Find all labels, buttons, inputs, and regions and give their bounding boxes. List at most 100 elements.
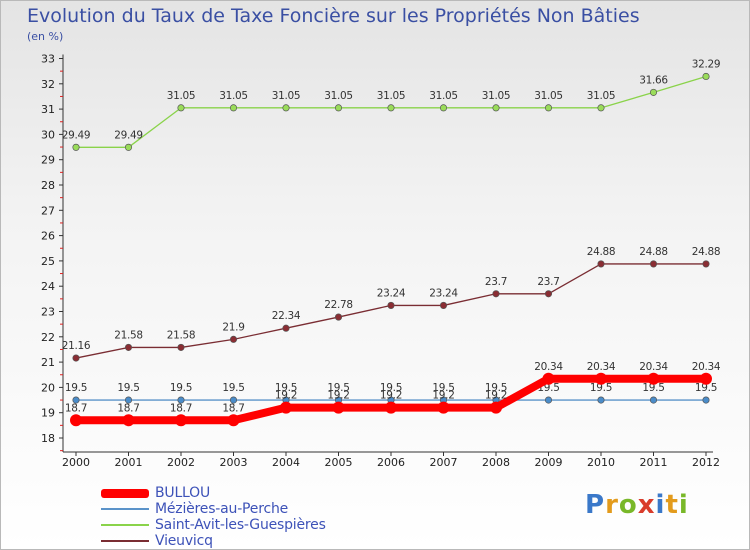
data-point	[332, 401, 345, 414]
data-point	[70, 414, 82, 427]
data-label: 23.24	[429, 287, 458, 299]
x-tick-label: 2000	[62, 456, 90, 469]
data-label: 19.5	[432, 382, 454, 394]
data-point	[544, 396, 553, 404]
y-tick-label: 19	[41, 407, 55, 420]
data-label: 31.05	[587, 90, 616, 102]
data-point	[72, 143, 80, 151]
data-label: 31.05	[534, 90, 563, 102]
data-point	[177, 343, 185, 351]
data-label: 21.16	[62, 340, 91, 352]
data-label: 19.5	[327, 382, 349, 394]
logo-letter: i	[655, 490, 666, 520]
data-point	[492, 290, 500, 298]
data-label: 19.2	[327, 390, 349, 402]
data-label: 22.34	[272, 310, 301, 322]
data-label: 24.88	[587, 246, 616, 258]
data-label: 20.34	[692, 361, 721, 373]
data-point	[124, 343, 133, 351]
legend-label: Mézières-au-Perche	[155, 501, 289, 517]
logo-letter: o	[618, 490, 638, 520]
y-tick-label: 23	[41, 306, 55, 319]
data-label: 23.7	[537, 276, 559, 288]
data-point	[702, 260, 710, 268]
data-label: 20.34	[534, 361, 563, 373]
logo-letter: P	[585, 490, 606, 520]
data-point	[177, 104, 185, 112]
data-label: 21.58	[167, 329, 196, 341]
data-label: 19.5	[170, 382, 192, 394]
data-label: 19.5	[642, 382, 664, 394]
data-label: 19.2	[275, 390, 297, 402]
data-point	[387, 301, 395, 309]
data-label: 18.7	[170, 402, 192, 414]
data-label: 19.5	[275, 382, 297, 394]
legend-item-bullou: BULLOU	[101, 485, 326, 501]
legend-label: BULLOU	[155, 485, 211, 501]
y-tick-label: 30	[41, 128, 55, 141]
data-label: 18.7	[117, 402, 139, 414]
data-label: 31.05	[272, 90, 301, 102]
y-tick-label: 21	[41, 356, 55, 369]
data-label: 24.88	[692, 246, 721, 258]
data-point	[437, 401, 450, 414]
data-point	[544, 104, 553, 112]
x-tick-label: 2008	[482, 456, 510, 469]
data-point	[597, 396, 605, 404]
data-point	[175, 414, 187, 427]
data-label: 24.88	[639, 246, 668, 258]
series-line	[75, 75, 707, 148]
data-point	[544, 290, 553, 298]
data-label: 29.49	[114, 129, 143, 141]
data-label: 22.78	[324, 299, 353, 311]
data-point	[649, 260, 658, 268]
logo-letter: i	[678, 490, 689, 520]
data-point	[700, 372, 712, 385]
data-point	[597, 104, 605, 112]
data-label: 31.05	[324, 90, 353, 102]
y-tick-label: 20	[41, 381, 55, 394]
data-label: 19.5	[380, 382, 402, 394]
data-label: 23.24	[377, 287, 406, 299]
x-tick-label: 2007	[430, 456, 458, 469]
logo-letter: t	[665, 490, 679, 520]
data-point	[542, 372, 555, 385]
data-label: 32.29	[692, 58, 721, 70]
data-point	[227, 414, 240, 427]
y-tick-label: 25	[41, 255, 55, 268]
x-tick-label: 2005	[325, 456, 353, 469]
data-label: 19.2	[380, 390, 402, 402]
data-point	[702, 72, 710, 81]
y-tick-label: 27	[41, 204, 55, 217]
data-label: 31.05	[167, 90, 196, 102]
x-tick-label: 2012	[692, 456, 720, 469]
legend-swatch	[101, 540, 149, 542]
data-label: 21.58	[114, 329, 143, 341]
x-tick-label: 2004	[272, 456, 300, 469]
data-point	[702, 396, 710, 404]
data-point	[282, 104, 290, 112]
legend-label: Vieuvicq	[155, 533, 213, 549]
data-point	[439, 301, 448, 309]
legend-item-mezieres: Mézières-au-Perche	[101, 501, 326, 517]
data-label: 19.5	[590, 382, 612, 394]
data-point	[385, 401, 397, 414]
data-point	[72, 396, 80, 404]
data-label: 21.9	[222, 321, 244, 333]
legend-item-vieuvicq: Vieuvicq	[101, 533, 326, 549]
data-point	[229, 396, 238, 404]
data-point	[649, 396, 658, 404]
chart-title: Evolution du Taux de Taxe Foncière sur l…	[27, 5, 640, 27]
data-label: 18.7	[65, 402, 87, 414]
series-line	[75, 263, 707, 359]
data-label: 20.34	[587, 361, 616, 373]
data-label: 19.5	[222, 382, 244, 394]
legend-label: Saint-Avit-les-Guespières	[155, 517, 326, 533]
x-tick-label: 2001	[115, 456, 143, 469]
x-tick-label: 2006	[377, 456, 405, 469]
y-tick-label: 28	[41, 179, 55, 192]
data-point	[229, 335, 238, 343]
legend-swatch	[101, 524, 149, 526]
y-tick-label: 26	[41, 230, 55, 243]
